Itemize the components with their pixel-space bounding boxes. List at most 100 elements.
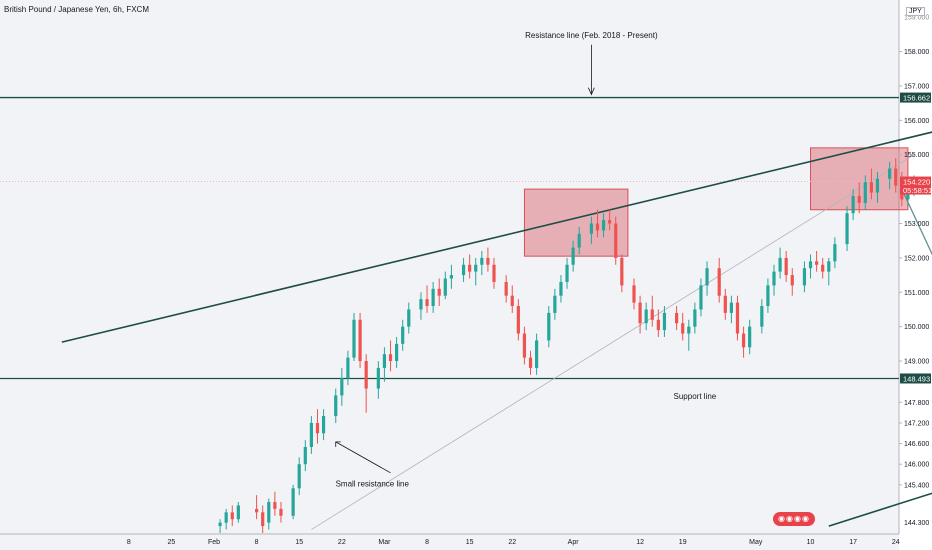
y-tick-label: 149.000	[904, 359, 929, 366]
candle-body	[364, 361, 368, 389]
y-tick-label: 157.000	[904, 83, 929, 90]
trendlines	[61, 131, 932, 530]
candle-body	[827, 261, 831, 272]
x-tick-label: 15	[295, 539, 303, 546]
horizontal-lines	[0, 96, 899, 380]
y-tick-label: 147.200	[904, 420, 929, 427]
candle-body	[297, 464, 301, 489]
y-tick-label: 153.000	[904, 221, 929, 228]
y-tick-label: 144.300	[904, 520, 929, 527]
price-badge	[900, 176, 931, 195]
candle-body	[437, 288, 441, 296]
candle-body	[638, 302, 642, 324]
candle-body	[261, 512, 265, 527]
price-axis: 145.400 146.000 146.600 147.200 147.800 149.0…	[899, 15, 929, 527]
candle-body	[608, 220, 612, 224]
candle-body	[620, 257, 624, 286]
candle-body	[772, 271, 776, 286]
candle-body	[802, 268, 807, 286]
y-tick-label: 159.000	[904, 15, 929, 22]
candle-body	[656, 319, 660, 331]
price-badge	[900, 373, 931, 384]
price-badge	[900, 92, 931, 103]
candle-body	[510, 295, 514, 307]
annotation-text: Resistance line (Feb. 2018 - Present)	[525, 31, 658, 40]
candle-body	[224, 512, 228, 523]
candle-body	[407, 309, 411, 327]
candle-body	[309, 422, 313, 448]
currency-label[interactable]: JPY	[906, 7, 925, 16]
candle-body	[869, 182, 873, 193]
y-tick-label: 156.000	[904, 118, 929, 125]
candle-body	[516, 306, 520, 334]
candle-body	[492, 264, 496, 282]
candle-body	[863, 182, 867, 203]
candle-body	[675, 312, 679, 324]
x-tick-label: Mar	[378, 539, 391, 546]
candle-body	[358, 319, 362, 362]
x-tick-label: 22	[338, 539, 346, 546]
candle-body	[681, 323, 685, 334]
small-resistance-trendline	[311, 154, 915, 530]
candle-body	[662, 312, 667, 331]
price-badge-label: 154.220	[903, 177, 930, 186]
x-tick-label: May	[749, 539, 763, 546]
candle-body	[388, 354, 393, 362]
candle-body	[729, 302, 733, 313]
candle-body	[735, 302, 740, 334]
candle-body	[321, 416, 326, 434]
x-tick-label: 15	[466, 539, 474, 546]
candle-body	[705, 268, 709, 286]
candle-body	[346, 357, 350, 379]
candle-body	[352, 319, 356, 358]
candle-body	[474, 264, 478, 272]
candle-body	[443, 278, 447, 296]
candle-body	[267, 502, 271, 523]
price-axis-background	[899, 0, 932, 550]
candle-body	[894, 168, 898, 186]
candle-body	[279, 508, 283, 516]
candle-body	[595, 223, 600, 231]
candle-body	[255, 508, 259, 513]
candle-body	[815, 261, 819, 265]
candle-body	[449, 275, 453, 279]
x-tick-label: 8	[127, 539, 131, 546]
candle-body	[401, 326, 405, 344]
candle-body	[535, 340, 539, 368]
candle-body	[376, 367, 380, 389]
candle-body	[748, 326, 752, 348]
candle-body	[778, 257, 782, 272]
tradingview-logo: ◉◉◉◉	[773, 512, 815, 526]
candle-body	[218, 522, 222, 527]
candle-body	[340, 378, 344, 396]
resistance-arrowhead	[588, 87, 595, 96]
candle-body	[291, 488, 295, 516]
y-tick-label: 151.000	[904, 290, 929, 297]
x-tick-label: 10	[807, 539, 815, 546]
candle-body	[425, 299, 429, 307]
candle-body	[273, 502, 277, 509]
y-tick-label: 146.000	[904, 462, 929, 469]
candle-body	[461, 264, 466, 276]
countdown-label: 05:58:51	[903, 186, 932, 195]
x-tick-label: 22	[508, 539, 516, 546]
candle-body	[547, 312, 551, 341]
candle-body	[857, 195, 861, 203]
candle-body	[303, 447, 307, 465]
candle-body	[559, 281, 563, 296]
y-tick-label: 158.000	[904, 49, 929, 56]
x-tick-label: 25	[167, 539, 175, 546]
candle-body	[395, 343, 399, 362]
y-tick-label: 150.000	[904, 324, 929, 331]
candle-body	[601, 220, 606, 231]
candle-body	[614, 223, 618, 258]
time-axis: 8 25 Feb 8 15 22 Mar 8 15 22 Apr 12 19 May 10 17 24	[127, 539, 900, 546]
candle-body	[553, 295, 557, 313]
candle-body	[315, 422, 320, 434]
candle-body	[522, 333, 527, 358]
x-tick-label: 24	[892, 539, 900, 546]
candle-body	[480, 257, 484, 265]
x-tick-label: 12	[636, 539, 644, 546]
